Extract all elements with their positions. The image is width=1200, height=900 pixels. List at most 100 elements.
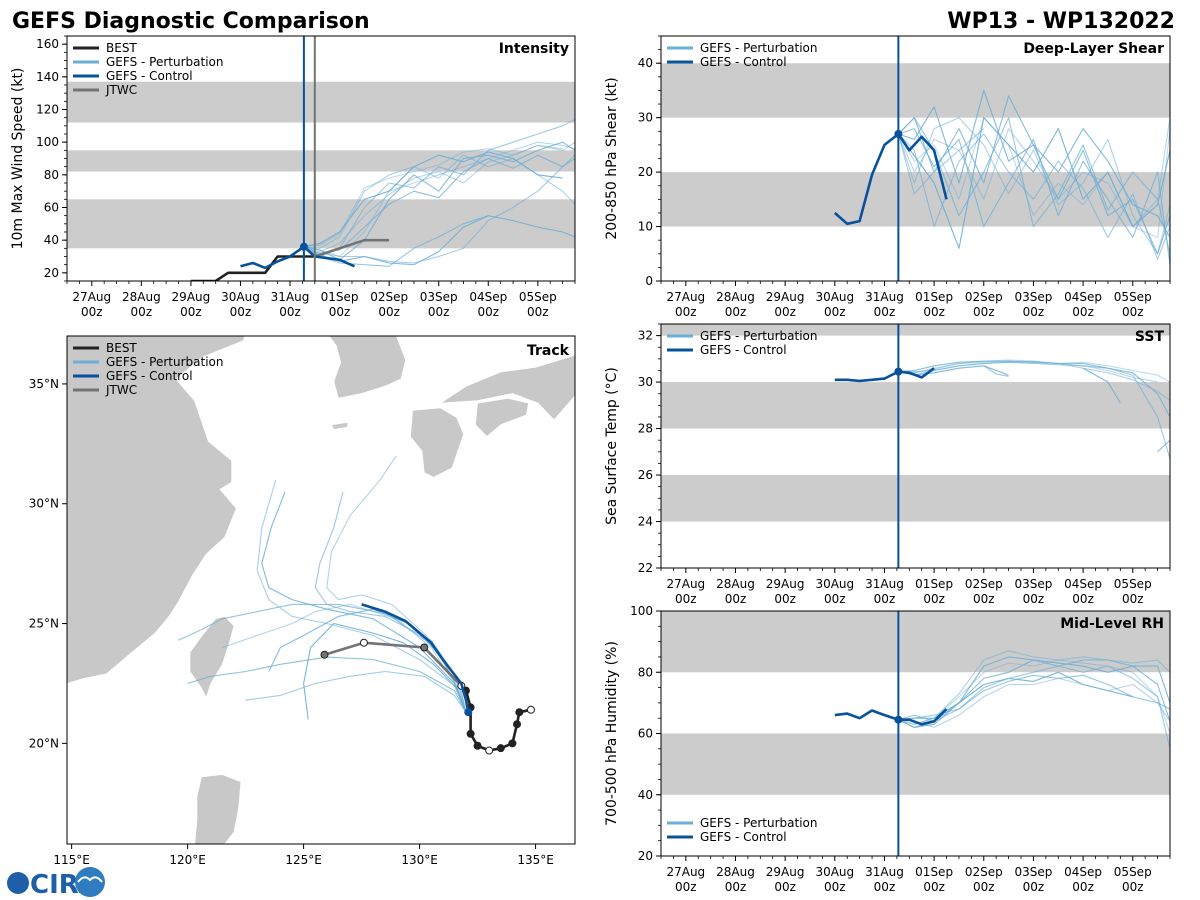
y-tick-label: 24 xyxy=(638,515,653,529)
logo-globe-icon xyxy=(7,872,29,894)
perturbation-series-line xyxy=(897,128,985,195)
x-tick-hour: 00z xyxy=(81,305,103,319)
x-tick-date: 30Aug xyxy=(815,577,854,591)
x-tick-hour: 00z xyxy=(1023,880,1045,894)
x-tick-date: 31Aug xyxy=(865,290,904,304)
perturbation-series-line xyxy=(303,215,575,266)
threshold-band xyxy=(661,63,1170,118)
jtwc-track-point xyxy=(359,638,368,647)
y-axis-label: Sea Surface Temp (°C) xyxy=(604,367,620,525)
legend-label: GEFS - Perturbation xyxy=(106,55,223,69)
legend-label: BEST xyxy=(106,341,137,355)
rh-panel: 2040608010027Aug00z28Aug00z29Aug00z30Aug… xyxy=(604,604,1171,894)
x-tick-hour: 00z xyxy=(1122,880,1144,894)
x-tick-hour: 00z xyxy=(279,305,301,319)
x-tick-hour: 00z xyxy=(1122,305,1144,319)
logo-seal-icon xyxy=(75,867,105,897)
map-frame xyxy=(66,335,576,845)
perturbation-series-line xyxy=(1157,439,1170,453)
threshold-band xyxy=(67,150,575,172)
perturbation-series-line xyxy=(897,117,1170,249)
x-tick-hour: 00z xyxy=(428,305,450,319)
x-tick-date: 02Sep xyxy=(370,290,408,304)
jtwc-series-line xyxy=(314,238,390,258)
land-polygon xyxy=(194,774,242,844)
y-tick-label: 100 xyxy=(630,604,653,618)
x-tick-hour: 00z xyxy=(824,305,846,319)
threshold-band xyxy=(67,199,575,249)
x-tick-hour: 00z xyxy=(477,305,499,319)
perturbation-series-line xyxy=(898,133,1170,260)
shear-panel: 01020304027Aug00z28Aug00z29Aug00z30Aug00… xyxy=(604,35,1171,319)
x-tick-date: 28Aug xyxy=(122,290,161,304)
perturbation-track-line xyxy=(303,622,467,720)
control-series-line xyxy=(833,132,948,226)
x-tick-date: 29Aug xyxy=(172,290,211,304)
legend-label: GEFS - Perturbation xyxy=(700,329,817,343)
legend-label: GEFS - Perturbation xyxy=(700,41,817,55)
x-tick-hour: 00z xyxy=(230,305,252,319)
perturbation-series-line xyxy=(898,656,1170,728)
x-tick-date: 03Sep xyxy=(420,290,458,304)
x-tick-hour: 00z xyxy=(923,592,945,606)
lat-tick-label: 20°N xyxy=(29,736,59,750)
legend-label: GEFS - Perturbation xyxy=(700,816,817,830)
y-tick-label: 32 xyxy=(638,329,653,343)
sst-panel: 22242628303227Aug00z28Aug00z29Aug00z30Au… xyxy=(604,323,1171,606)
x-tick-date: 05Sep xyxy=(1114,290,1152,304)
legend-label: JTWC xyxy=(105,383,137,397)
x-tick-date: 02Sep xyxy=(965,290,1003,304)
init-point xyxy=(894,715,903,724)
best-track-point xyxy=(485,746,494,755)
y-tick-label: 28 xyxy=(638,422,653,436)
land-polygon xyxy=(330,421,349,430)
perturbation-series-line xyxy=(983,365,1009,377)
legend-label: JTWC xyxy=(105,83,137,97)
y-tick-label: 20 xyxy=(44,266,59,280)
perturbation-track-line xyxy=(256,479,467,713)
control-series-line xyxy=(834,367,935,383)
y-tick-label: 20 xyxy=(638,849,653,863)
x-tick-date: 28Aug xyxy=(716,865,755,879)
x-tick-hour: 00z xyxy=(973,880,995,894)
perturbation-track-line xyxy=(187,656,467,713)
init-point xyxy=(894,367,903,376)
x-tick-date: 04Sep xyxy=(469,290,507,304)
jtwc-track-point xyxy=(320,650,329,659)
best-track-point xyxy=(526,705,535,714)
x-tick-date: 05Sep xyxy=(1114,865,1152,879)
cira-logo: CIRA xyxy=(7,867,105,900)
logo-swirl-icon xyxy=(77,876,103,883)
x-tick-date: 30Aug xyxy=(221,290,260,304)
panel-title: Deep-Layer Shear xyxy=(1023,41,1164,57)
lat-tick-label: 35°N xyxy=(29,377,59,391)
lon-tick-label: 130°E xyxy=(401,853,438,867)
legend-label: GEFS - Control xyxy=(700,343,787,357)
lon-tick-label: 115°E xyxy=(53,853,90,867)
x-tick-date: 29Aug xyxy=(766,865,805,879)
y-tick-label: 30 xyxy=(638,375,653,389)
x-tick-date: 03Sep xyxy=(1014,577,1052,591)
land-polygon xyxy=(439,354,575,421)
x-tick-hour: 00z xyxy=(527,305,549,319)
x-tick-hour: 00z xyxy=(675,305,697,319)
y-tick-label: 40 xyxy=(638,56,653,70)
x-tick-date: 28Aug xyxy=(716,577,755,591)
perturbation-series-line xyxy=(303,154,575,254)
x-tick-date: 01Sep xyxy=(915,290,953,304)
plot-frame xyxy=(660,323,1171,569)
x-tick-date: 29Aug xyxy=(766,577,805,591)
land-polygon xyxy=(474,397,530,438)
best-track-point xyxy=(473,741,482,750)
init-point xyxy=(299,242,308,251)
jtwc-track-point xyxy=(420,643,429,652)
x-tick-date: 27Aug xyxy=(72,290,111,304)
perturbation-series-line xyxy=(898,677,1170,728)
y-axis-label: 700-500 hPa Humidity (%) xyxy=(604,641,620,826)
perturbation-track-line xyxy=(245,670,467,713)
y-tick-label: 40 xyxy=(638,788,653,802)
x-tick-hour: 00z xyxy=(675,592,697,606)
perturbation-track-line xyxy=(261,491,467,713)
perturbation-series-line xyxy=(303,151,563,248)
perturbation-series-line xyxy=(898,89,1170,238)
